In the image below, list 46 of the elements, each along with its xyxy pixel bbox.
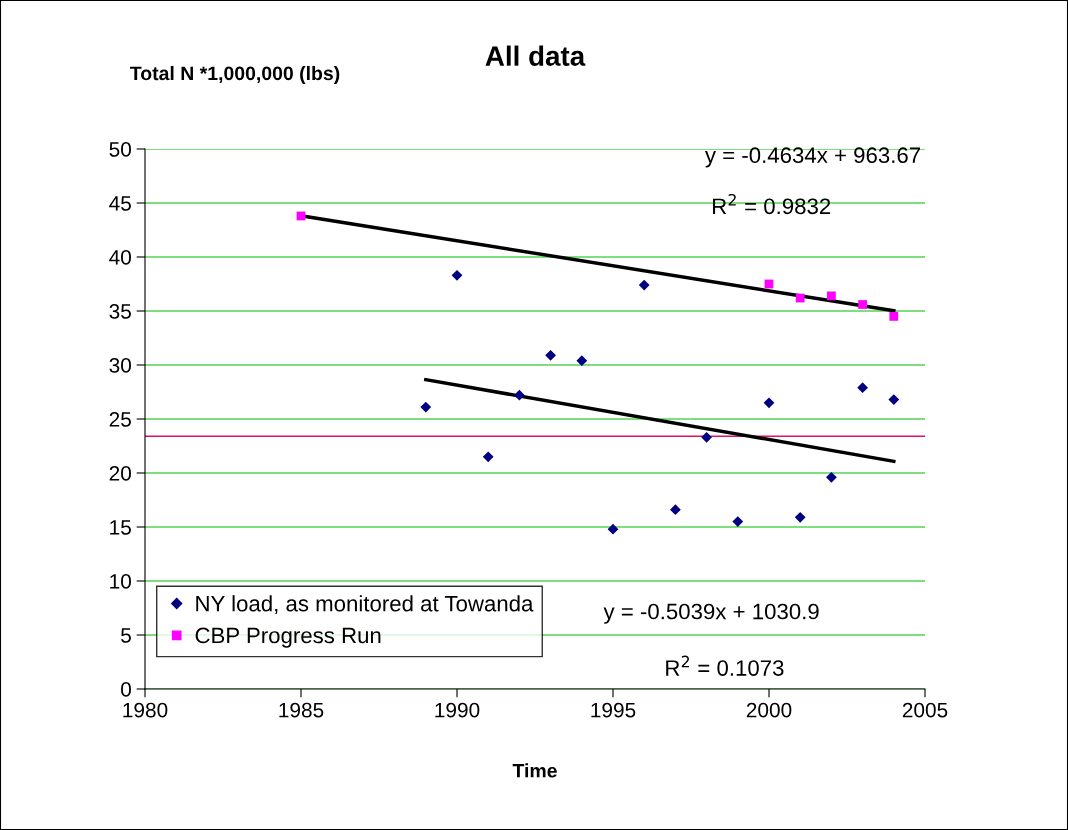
- y-tick-label: 10: [110, 574, 131, 589]
- y-tick-label: 35: [109, 304, 131, 319]
- y-tick-label: 5: [121, 628, 131, 643]
- y-tick-label: 15: [110, 520, 131, 535]
- x-tick-label: 2000: [746, 702, 792, 718]
- x-tick-label: 2005: [902, 702, 948, 718]
- x-axis-title: Time: [512, 763, 557, 778]
- point: [482, 451, 494, 463]
- y-tick-label: 0: [121, 682, 131, 697]
- chart-title: All data: [485, 45, 586, 66]
- point: [763, 397, 775, 409]
- point: [889, 312, 899, 321]
- annotation: R$^{2}$ = 0.1073: [666, 655, 784, 676]
- point: [607, 523, 619, 535]
- y-tick-label: 40: [109, 250, 131, 265]
- x-tick-label: 1990: [435, 702, 480, 718]
- point: [420, 401, 432, 413]
- legend-label: NY load, as monitored at Towanda: [196, 595, 534, 615]
- y-tick-label: 25: [109, 412, 131, 427]
- annotation: R$^{2}$ = 0.9832: [713, 193, 831, 215]
- point: [826, 471, 837, 483]
- point: [857, 382, 868, 394]
- x-tick-label: 1995: [591, 702, 636, 718]
- point: [545, 349, 556, 361]
- x-tick-label: 1985: [279, 702, 324, 718]
- point: [576, 355, 588, 367]
- annotation: y = -0.4634x + 963.67: [704, 147, 920, 168]
- point: [858, 300, 867, 309]
- point: [638, 279, 650, 291]
- point: [514, 389, 525, 401]
- annotation: y = -0.5039x + 1030.9: [603, 603, 819, 624]
- point: [732, 516, 744, 527]
- point: [794, 511, 806, 523]
- y-tick-label: 50: [109, 142, 131, 157]
- point: [451, 269, 463, 281]
- x-tick-label: 1980: [123, 702, 168, 718]
- legend-label: CBP Progress Run: [195, 627, 381, 648]
- y-axis-title: Total N *1,000,000 (lbs): [130, 65, 340, 85]
- point: [827, 291, 836, 301]
- point: [888, 394, 900, 405]
- point: [701, 431, 712, 443]
- y-tick-label: 30: [109, 358, 131, 373]
- y-tick-label: 45: [109, 196, 131, 211]
- point: [795, 293, 805, 303]
- point: [670, 504, 681, 516]
- y-tick-label: 20: [109, 466, 131, 481]
